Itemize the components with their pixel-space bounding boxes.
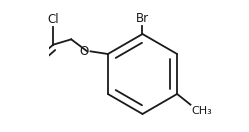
Text: CH₃: CH₃ <box>192 106 213 116</box>
Text: O: O <box>79 45 89 58</box>
Text: Cl: Cl <box>47 13 59 26</box>
Text: Br: Br <box>136 12 149 25</box>
